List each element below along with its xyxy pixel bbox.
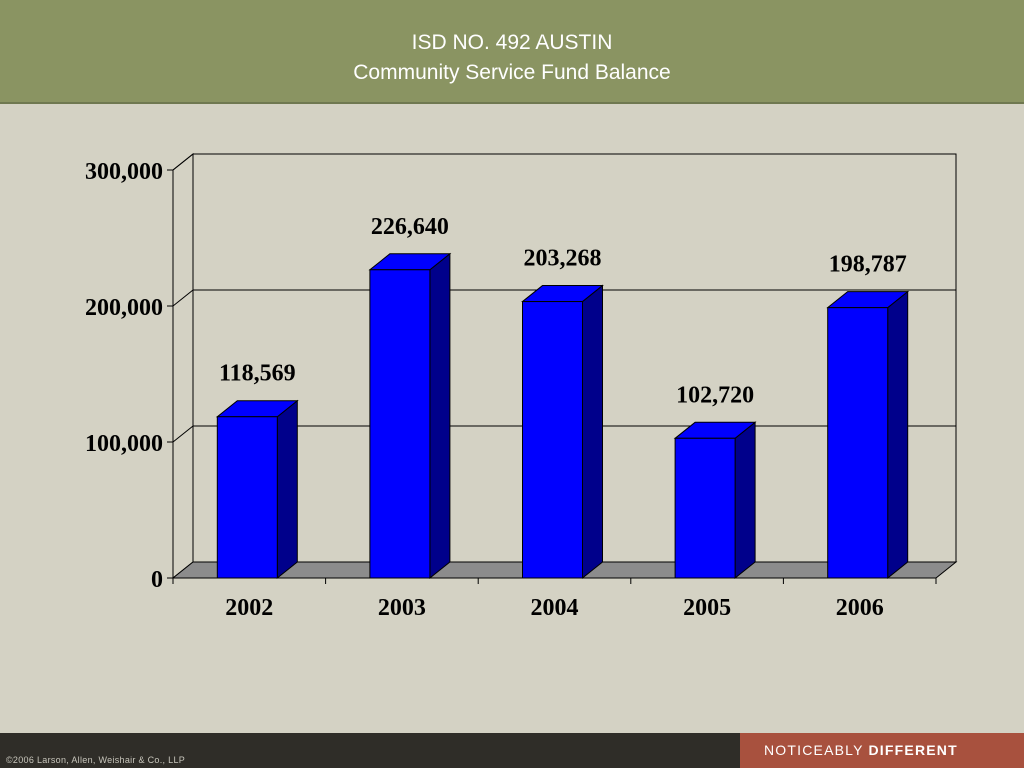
y-tick-label: 200,000 <box>85 295 163 321</box>
data-label: 198,787 <box>829 252 907 278</box>
data-label: 203,268 <box>524 246 602 272</box>
chart-title-line1: ISD NO. 492 AUSTIN <box>411 31 613 54</box>
gridline-diag <box>172 153 194 171</box>
chart-title-line2: Community Service Fund Balance <box>353 61 671 84</box>
y-tick-label: 0 <box>151 567 163 593</box>
x-tick-label: 2004 <box>531 595 579 621</box>
gridline-diag <box>172 425 194 443</box>
x-tick-label: 2002 <box>225 595 273 621</box>
bar-side <box>734 421 756 580</box>
bar-2005 <box>674 437 736 579</box>
copyright-text: ©2006 Larson, Allen, Weishair & Co., LLP <box>6 755 186 765</box>
bar-side <box>582 284 603 580</box>
y-tick-label: 300,000 <box>85 159 163 185</box>
x-tick-label: 2006 <box>836 595 884 621</box>
tagline-box <box>740 733 1024 768</box>
side-wall <box>172 152 194 580</box>
data-label: 102,720 <box>676 382 754 408</box>
tagline-regular: NOTICEABLY <box>764 742 864 758</box>
tagline: NOTICEABLY DIFFERENT <box>764 741 958 759</box>
bar-2006 <box>827 307 889 579</box>
data-label: 118,569 <box>219 361 296 387</box>
title-banner <box>0 0 1024 104</box>
gridline-diag <box>172 289 194 307</box>
x-tick-label: 2005 <box>683 595 731 621</box>
y-tick-label: 100,000 <box>85 431 163 457</box>
bar-2003 <box>369 269 431 579</box>
bar-side <box>887 290 909 580</box>
bar-side <box>276 399 298 580</box>
tagline-bold: DIFFERENT <box>868 742 958 758</box>
data-label: 226,640 <box>371 214 449 240</box>
bar-2004 <box>522 301 583 579</box>
x-tick-label: 2003 <box>378 595 426 621</box>
bar-side <box>429 252 451 580</box>
bar-2002 <box>216 416 278 579</box>
